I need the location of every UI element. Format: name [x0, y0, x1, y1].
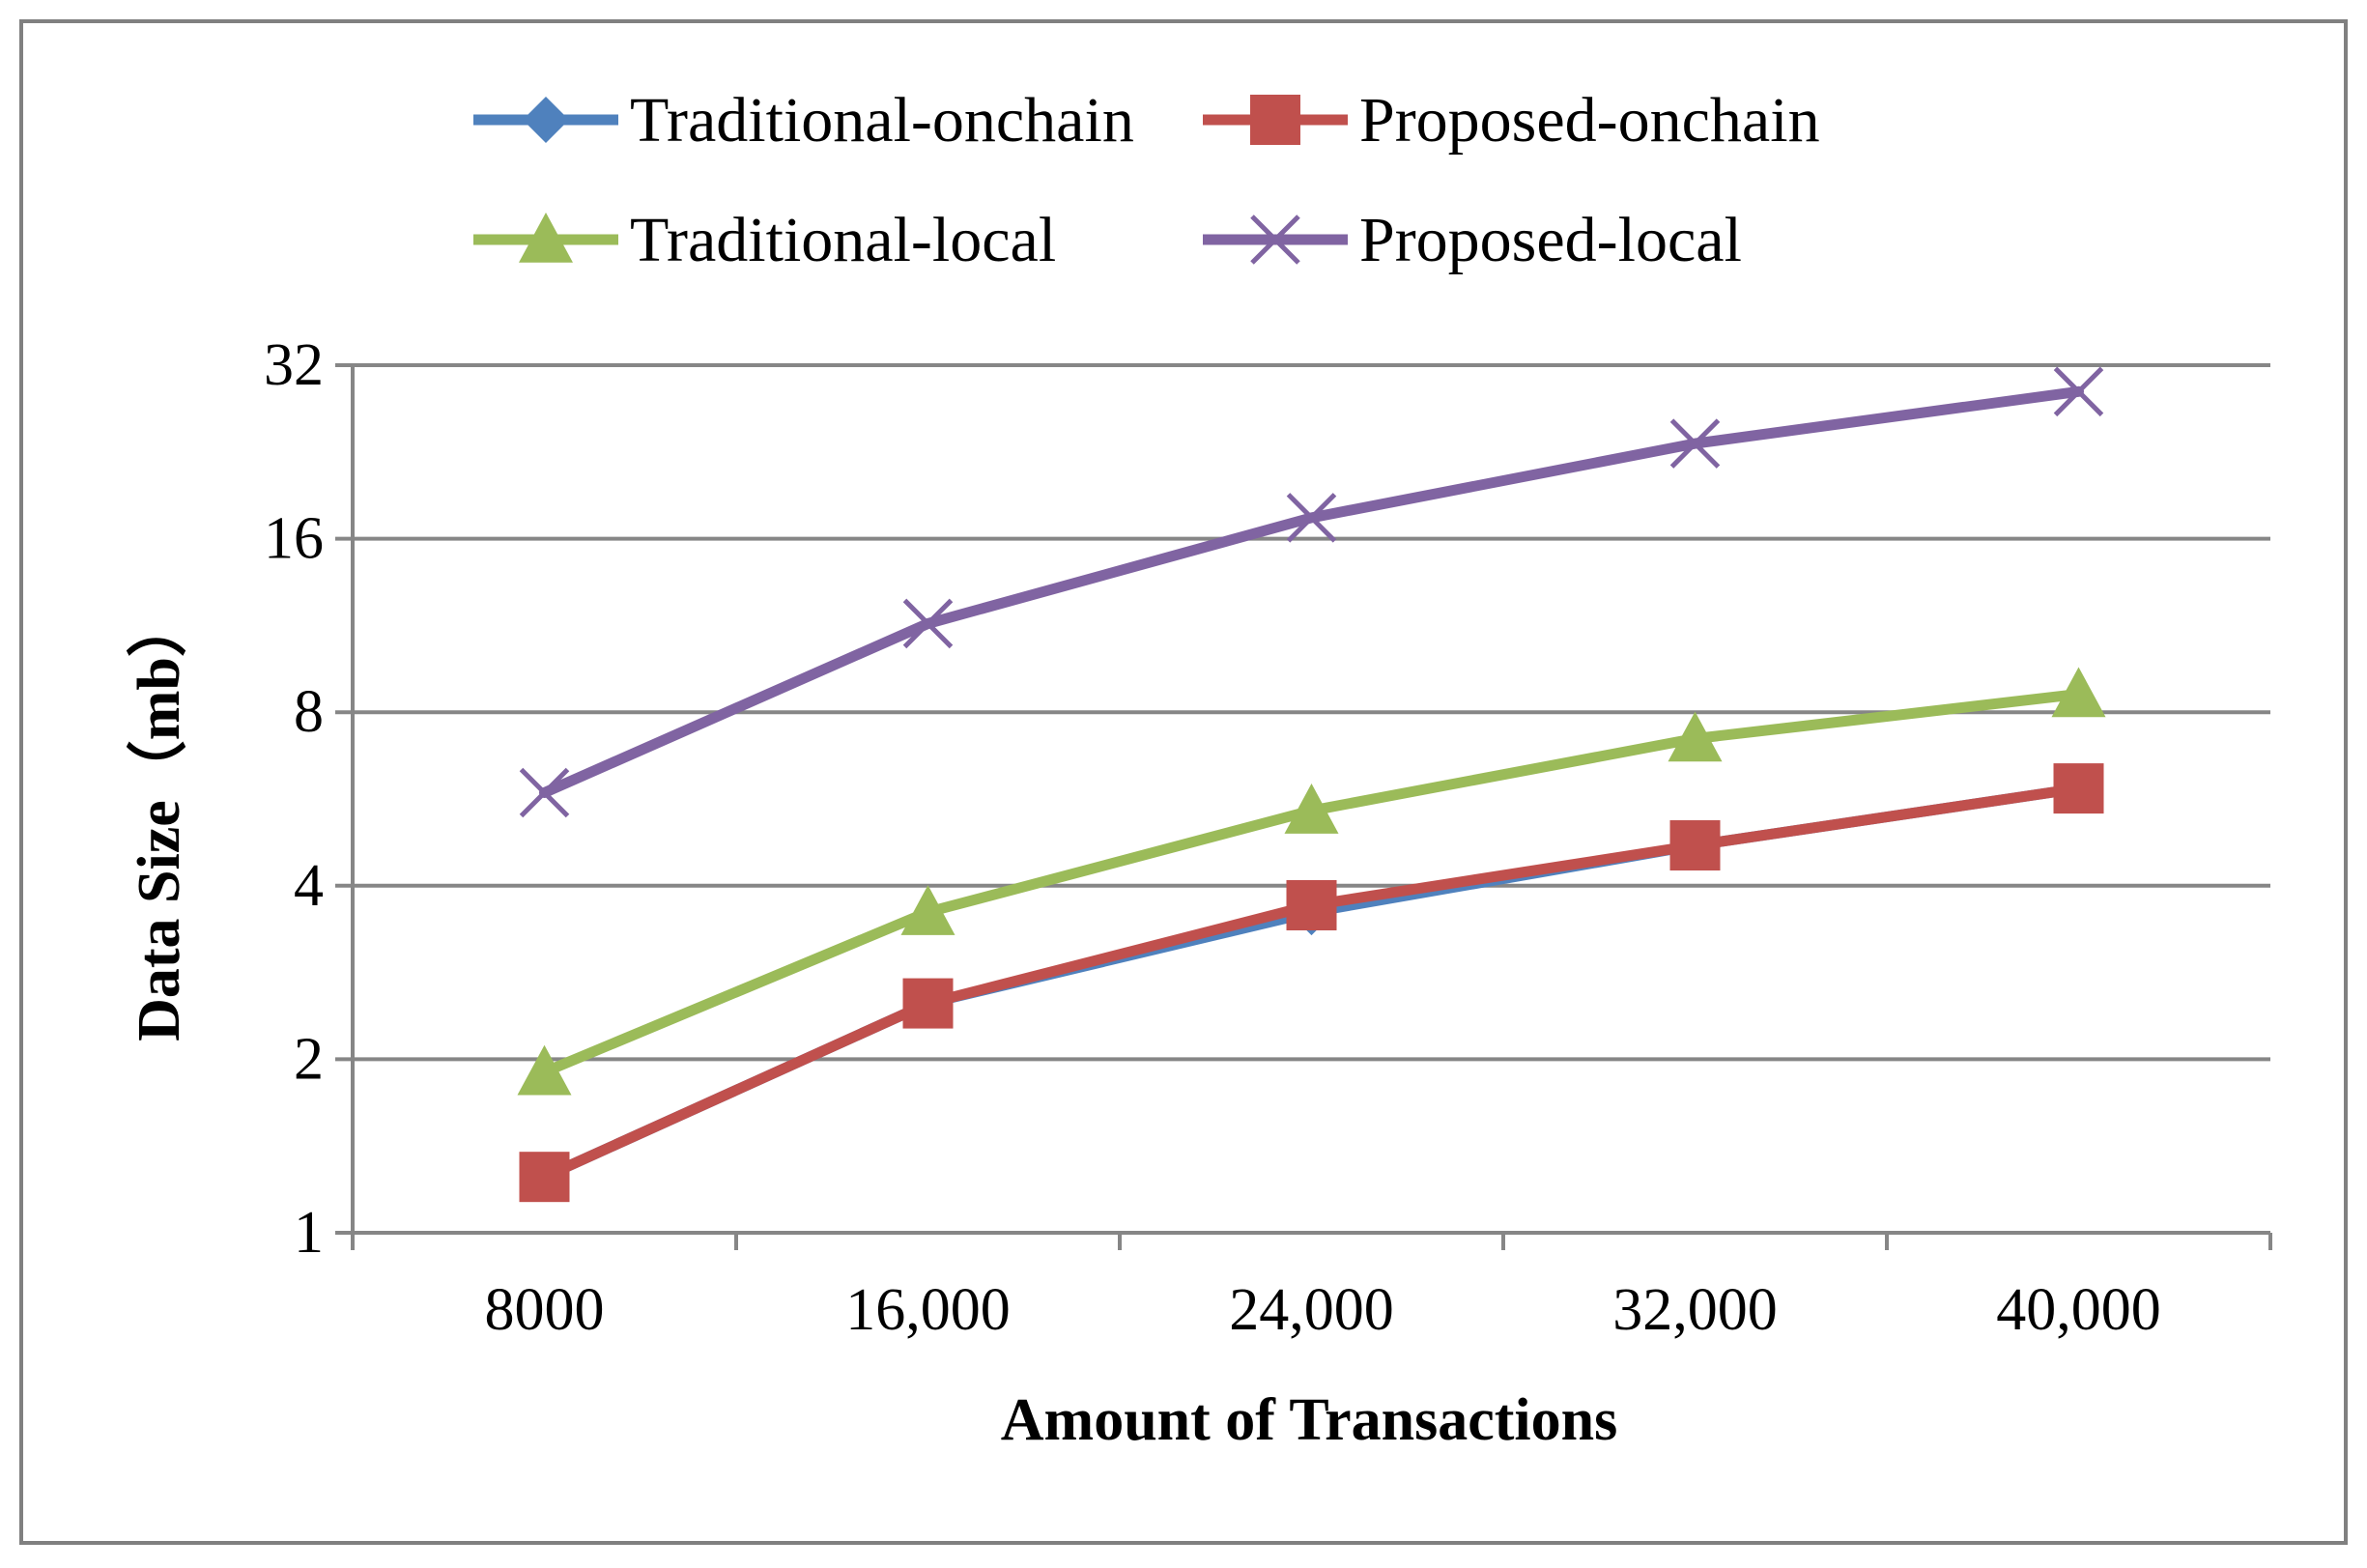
legend-marker-proposed-onchain [1250, 95, 1300, 145]
data-point-proposed-local-8000 [519, 767, 570, 818]
legend-label-proposed-local: Proposed-local [1359, 205, 1742, 275]
data-point-traditional-local-16-000 [900, 885, 955, 935]
y-tick-label-16: 16 [264, 506, 324, 572]
x-tick-label-8000: 8000 [485, 1277, 605, 1343]
legend-marker-traditional-onchain [523, 97, 569, 143]
data-point-traditional-local-32-000 [1668, 711, 1723, 762]
legend-marker-traditional-local [519, 213, 573, 263]
legend-item-traditional-onchain: Traditional-onchain [473, 85, 1134, 156]
data-point-traditional-local-40-000 [2051, 667, 2106, 718]
legend-item-traditional-local: Traditional-local [473, 205, 1056, 275]
data-point-proposed-local-32-000 [1669, 418, 1721, 469]
series-proposed-local [519, 366, 2104, 818]
legend-label-traditional-local: Traditional-local [630, 205, 1056, 275]
legend-marker-proposed-local [1250, 214, 1300, 265]
y-tick-label-1: 1 [294, 1200, 324, 1266]
data-point-proposed-onchain-40-000 [2053, 763, 2104, 814]
data-point-proposed-onchain-16-000 [902, 978, 954, 1029]
x-tick-label-32-000: 32,000 [1612, 1277, 1778, 1343]
data-point-proposed-local-24-000 [1286, 493, 1337, 543]
x-tick-label-16-000: 16,000 [845, 1277, 1011, 1343]
series [517, 366, 2106, 1203]
data-point-traditional-local-8000 [517, 1044, 572, 1096]
chart-frame [19, 19, 2348, 1545]
legend-label-proposed-onchain: Proposed-onchain [1359, 85, 1820, 156]
data-point-proposed-local-16-000 [902, 598, 954, 649]
data-point-proposed-onchain-32-000 [1669, 820, 1721, 871]
y-tick-label-32: 32 [264, 332, 324, 398]
series-traditional-local [517, 667, 2106, 1096]
legend-item-proposed-local: Proposed-local [1203, 205, 1742, 275]
legend-label-traditional-onchain: Traditional-onchain [630, 85, 1134, 156]
data-point-traditional-local-24-000 [1284, 784, 1339, 834]
y-tick-label-4: 4 [294, 853, 324, 919]
series-proposed-onchain [519, 763, 2104, 1203]
tick-labels: 1 2 4 8 16 32 8000 16,000 24,000 32,000 40,000 [264, 332, 2161, 1343]
y-axis-title: Data Size（mb） [125, 597, 192, 1041]
data-point-proposed-onchain-8000 [519, 1152, 570, 1203]
x-tick-label-40-000: 40,000 [1996, 1277, 2161, 1343]
data-point-proposed-local-40-000 [2053, 366, 2104, 417]
y-tick-label-8: 8 [294, 679, 324, 745]
axes [335, 363, 2272, 1250]
x-tick-label-24-000: 24,000 [1229, 1277, 1394, 1343]
legend-item-proposed-onchain: Proposed-onchain [1203, 85, 1820, 156]
legend: Traditional-onchain Proposed-onchain Tradi… [473, 85, 1820, 275]
x-axis-title: Amount of Transactions [1001, 1387, 1617, 1453]
data-point-proposed-onchain-24-000 [1286, 880, 1337, 931]
y-tick-label-2: 2 [294, 1026, 324, 1092]
